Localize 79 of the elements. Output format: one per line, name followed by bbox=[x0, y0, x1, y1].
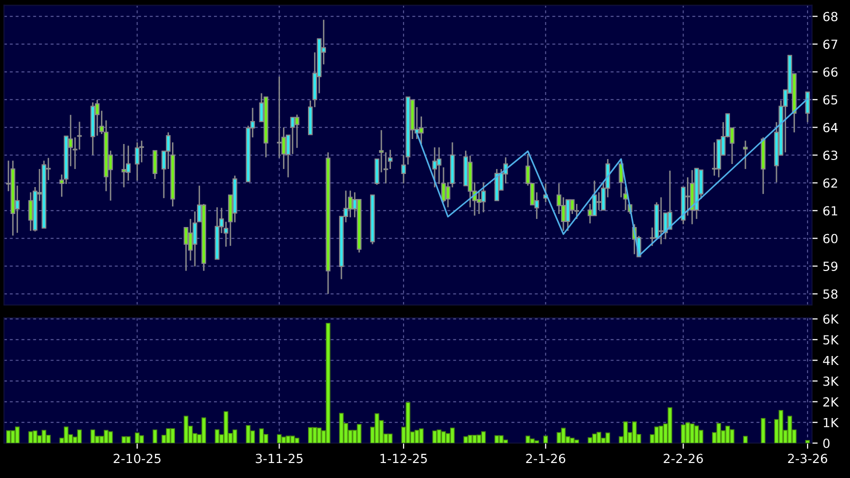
bar bbox=[787, 416, 792, 444]
bar bbox=[588, 437, 592, 444]
y-tick-label: 59 bbox=[823, 262, 838, 272]
bar bbox=[543, 436, 548, 444]
bar bbox=[6, 430, 11, 444]
bar bbox=[805, 440, 810, 444]
y-tick-label: 2K bbox=[823, 397, 839, 406]
y-tick-label: 4K bbox=[823, 356, 839, 366]
x-tick-label: 2-3-26 bbox=[788, 454, 828, 464]
bar bbox=[339, 412, 344, 444]
bar bbox=[308, 427, 313, 444]
bar bbox=[32, 430, 38, 444]
candlestick bbox=[276, 76, 282, 159]
y-tick-label: 67 bbox=[823, 40, 838, 50]
candlestick bbox=[134, 142, 140, 182]
bar bbox=[356, 424, 362, 444]
bar bbox=[312, 427, 318, 444]
bar bbox=[122, 436, 126, 444]
bar bbox=[276, 434, 282, 444]
bar bbox=[214, 429, 220, 444]
y-tick-label: 3K bbox=[823, 376, 839, 386]
candlestick bbox=[685, 176, 690, 216]
bar bbox=[494, 435, 500, 444]
bar bbox=[108, 431, 113, 444]
bar bbox=[526, 436, 530, 444]
candlestick bbox=[122, 143, 126, 188]
bar bbox=[294, 438, 300, 444]
bar bbox=[468, 434, 472, 444]
y-tick-label: 63 bbox=[823, 150, 838, 160]
candlestick bbox=[805, 91, 810, 123]
bar bbox=[406, 402, 410, 444]
x-tick-label: 2-1-26 bbox=[526, 454, 566, 464]
bar bbox=[605, 432, 610, 444]
x-tick-label: 2-10-25 bbox=[114, 454, 160, 464]
bar bbox=[498, 435, 504, 444]
bar bbox=[316, 428, 322, 444]
bar bbox=[326, 322, 330, 444]
y-tick-label: 0 bbox=[823, 438, 830, 448]
y-tick-label: 61 bbox=[823, 206, 838, 216]
candlestick bbox=[574, 203, 580, 220]
bar bbox=[90, 429, 96, 444]
bar bbox=[716, 423, 722, 444]
candlestick bbox=[743, 140, 748, 170]
bar bbox=[259, 428, 264, 444]
bar bbox=[170, 428, 176, 444]
bar bbox=[388, 434, 393, 444]
bar bbox=[574, 440, 580, 444]
candlestick bbox=[565, 199, 570, 232]
bar bbox=[730, 429, 734, 444]
bar bbox=[139, 435, 144, 444]
bar bbox=[760, 418, 766, 444]
bar bbox=[441, 431, 446, 444]
y-tick-label: 68 bbox=[823, 12, 838, 22]
bar bbox=[698, 430, 704, 444]
bar bbox=[556, 432, 562, 444]
y-tick-label: 60 bbox=[823, 234, 838, 244]
candlestick bbox=[152, 150, 158, 180]
y-tick-label: 58 bbox=[823, 289, 838, 299]
bar bbox=[463, 436, 468, 444]
bar bbox=[680, 424, 686, 444]
y-tick-label: 64 bbox=[823, 122, 838, 132]
bar bbox=[570, 438, 575, 444]
y-tick-label: 66 bbox=[823, 67, 838, 77]
y-tick-label: 6K bbox=[823, 314, 839, 324]
bar bbox=[152, 429, 158, 444]
x-tick-label: 1-12-25 bbox=[380, 454, 427, 464]
y-tick-label: 1K bbox=[824, 418, 839, 428]
y-tick-label: 5K bbox=[823, 335, 839, 345]
x-tick-label: 3-11-25 bbox=[256, 454, 303, 464]
candlestick bbox=[712, 142, 717, 176]
bar bbox=[201, 417, 206, 444]
bar bbox=[623, 421, 628, 444]
bar bbox=[166, 428, 171, 444]
bar bbox=[534, 440, 540, 444]
x-tick-label: 2-2-26 bbox=[664, 454, 703, 464]
bar bbox=[743, 436, 748, 444]
y-tick-label: 65 bbox=[823, 95, 838, 105]
y-tick-label: 62 bbox=[823, 178, 838, 188]
bar bbox=[654, 426, 659, 444]
